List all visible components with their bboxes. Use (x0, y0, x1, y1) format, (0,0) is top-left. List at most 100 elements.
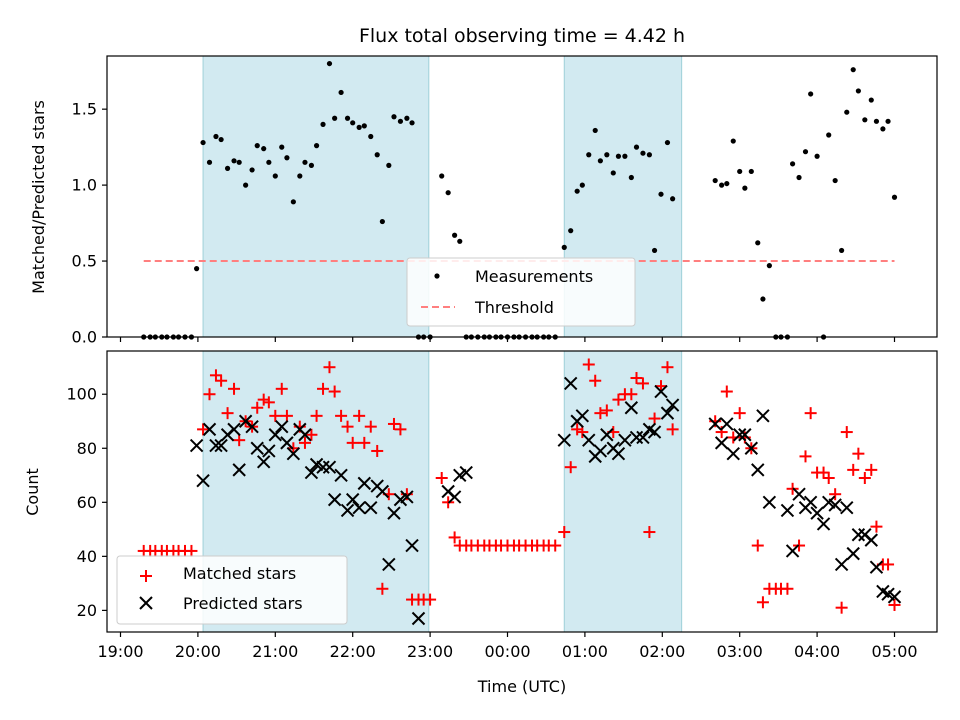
predicted-star-point (196, 473, 210, 488)
predicted-star-point (714, 436, 729, 450)
predicted-star-point (834, 557, 849, 572)
x-axis-label: Time (UTC) (477, 677, 566, 696)
predicted-star-point (202, 422, 217, 437)
predicted-star-point (275, 419, 289, 434)
predicted-star-point (340, 503, 355, 518)
legend-marker-matched (140, 570, 152, 582)
measurement-point (604, 152, 610, 158)
top-x-ticks (119, 337, 896, 342)
predicted-star-point (756, 409, 770, 423)
measurement-point (313, 143, 320, 149)
matched-star-point (335, 409, 348, 422)
y-tick-label: 0.5 (72, 252, 97, 271)
matched-star-point (852, 447, 865, 460)
matched-star-point (643, 526, 656, 539)
measurement-point (391, 114, 397, 120)
measurement-point (279, 144, 285, 150)
predicted-star-point (624, 401, 639, 415)
measurement-point (646, 152, 653, 158)
top-y-axis: 0.0 0.5 1.0 1.5 (72, 100, 107, 347)
matched-star-point (215, 374, 228, 387)
measurement-point (730, 138, 736, 144)
matched-star-point (600, 404, 613, 417)
legend-marker-predicted (139, 596, 153, 610)
predicted-star-point (629, 430, 644, 445)
ratio-panel: Flux total observing time = 4.42 h 0.0 0.… (29, 25, 938, 347)
measurement-point (243, 182, 249, 188)
predicted-star-point (316, 460, 330, 474)
measurement-point (266, 159, 272, 165)
matched-star-point (865, 463, 878, 476)
matched-star-point (221, 407, 234, 420)
matched-star-point (840, 426, 853, 439)
measurement-point (868, 97, 874, 103)
predicted-star-point (245, 419, 259, 434)
measurement-point (891, 194, 898, 200)
predicted-star-point (846, 546, 860, 561)
legend-label-measurements: Measurements (475, 267, 593, 286)
measurement-point (855, 88, 861, 94)
predicted-star-point (647, 425, 662, 439)
measurement-point (200, 139, 206, 146)
measurement-point (261, 146, 267, 152)
predicted-star-point (840, 501, 854, 515)
shaded-interval (202, 55, 430, 338)
chart-title: Flux total observing time = 4.42 h (359, 25, 685, 47)
measurement-point (640, 150, 646, 156)
count-panel: 20 40 60 80 100 19:00 20:00 21:00 22:00 23:00 00:… (23, 350, 938, 696)
top-y-axis-label: Matched/Predicted stars (29, 100, 48, 294)
measurement-point (628, 174, 634, 181)
matched-star-point (424, 593, 437, 606)
predicted-star-point (268, 428, 283, 442)
measurement-point (814, 153, 820, 159)
matched-star-point (576, 426, 589, 439)
measurement-point (802, 149, 809, 155)
measurement-point (839, 247, 845, 254)
predicted-star-point (792, 487, 806, 501)
predicted-star-point (400, 490, 414, 504)
matched-star-point (275, 382, 288, 395)
measurement-point (213, 133, 219, 140)
predicted-star-point (887, 590, 902, 604)
matched-star-point (799, 450, 812, 463)
predicted-star-point (232, 463, 246, 477)
matched-star-point (817, 466, 830, 479)
y-tick-label: 0.0 (72, 328, 97, 347)
measurement-point (397, 118, 404, 124)
matched-star-point (571, 423, 584, 436)
matched-star-point (829, 488, 842, 501)
measurement-point (610, 170, 616, 176)
matched-star-point (661, 361, 674, 374)
measurement-point (379, 218, 385, 225)
predicted-star-point (262, 444, 276, 458)
predicted-star-point (618, 433, 632, 447)
top-plot-frame (106, 55, 938, 338)
matched-star-point (625, 388, 638, 401)
matched-star-point (298, 436, 311, 449)
measurement-point (755, 240, 761, 246)
matched-star-point (582, 358, 595, 371)
predicted-star-point (405, 538, 419, 553)
measurement-point (302, 159, 308, 165)
predicted-star-point (816, 517, 831, 531)
matched-star-point (882, 558, 895, 571)
measurement-point (712, 177, 718, 184)
y-tick-label: 80 (77, 439, 97, 458)
matched-star-point (781, 582, 794, 595)
measurement-point (658, 191, 664, 197)
measurement-point (457, 238, 463, 244)
predicted-star-point (708, 417, 722, 431)
measurement-point (236, 159, 242, 165)
x-tick-label: 01:00 (562, 642, 608, 661)
matched-star-point (858, 471, 871, 484)
matched-star-point (666, 423, 679, 436)
predicted-star-point (564, 376, 578, 391)
measurement-point (350, 120, 356, 126)
matched-star-point (364, 420, 377, 433)
measurement-point (844, 109, 850, 115)
measurement-point (742, 185, 748, 191)
matched-star-point (371, 444, 384, 457)
measurement-point (445, 190, 451, 196)
measurement-point (194, 266, 200, 272)
